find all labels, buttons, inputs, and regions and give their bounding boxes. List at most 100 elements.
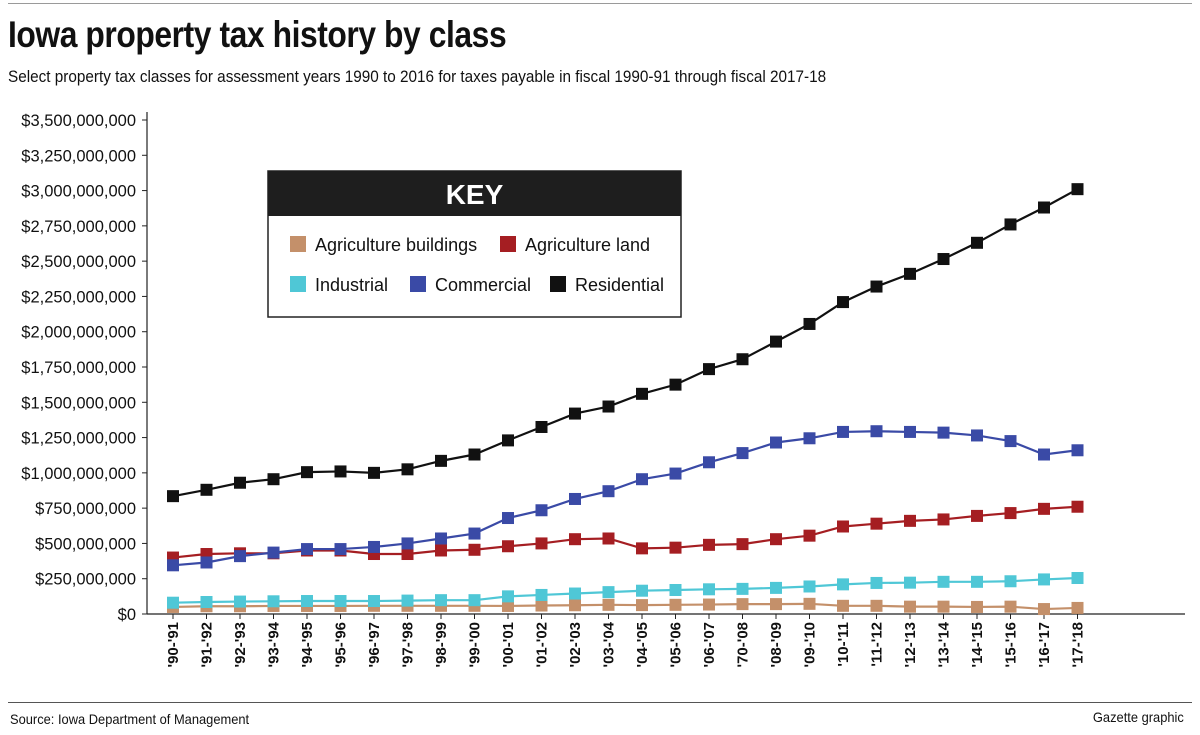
data-point-residential	[971, 236, 983, 249]
data-point-residential	[468, 448, 481, 461]
data-point-commercial	[904, 425, 916, 438]
y-tick-label: $0	[118, 606, 136, 624]
y-tick-label: $500,000,000	[35, 535, 136, 553]
x-tick-label: '97-'98	[400, 622, 417, 668]
y-tick-label: $2,750,000,000	[21, 218, 136, 236]
data-point-residential	[267, 473, 280, 486]
data-point-agriculture-land	[770, 533, 782, 546]
data-point-industrial	[803, 580, 816, 593]
series-line-industrial	[172, 576, 1078, 604]
series-layer	[167, 183, 1084, 616]
data-point-commercial	[971, 429, 983, 442]
data-point-agriculture-buildings	[1071, 601, 1084, 614]
data-point-commercial	[167, 559, 179, 572]
credit-note: Gazette graphic	[1093, 709, 1184, 725]
data-point-commercial	[234, 550, 246, 563]
x-tick-label: '70-'08	[735, 622, 752, 668]
data-point-residential	[602, 400, 615, 413]
y-tick-label: $2,000,000,000	[21, 324, 136, 342]
data-point-agriculture-land	[569, 533, 581, 546]
data-point-industrial	[636, 584, 648, 597]
legend-title: KEY	[446, 179, 504, 210]
data-point-agriculture-land	[703, 538, 715, 551]
data-point-commercial	[736, 447, 749, 460]
x-tick-label: '92-'93	[232, 622, 249, 668]
series-residential	[167, 183, 1084, 503]
data-point-agriculture-buildings	[770, 598, 782, 611]
chart: $0 $250,000,000 $500,000,000 $750,000,000 $1…	[21, 112, 1185, 668]
data-point-agriculture-land	[870, 517, 883, 530]
data-point-commercial	[602, 485, 615, 498]
y-tick-label: $1,500,000,000	[21, 394, 136, 412]
x-tick-label: '15-'16	[1003, 622, 1020, 668]
y-tick-label: $1,750,000,000	[21, 359, 136, 377]
x-tick-label: '02-'03	[567, 622, 584, 668]
data-point-residential	[535, 420, 548, 433]
data-point-industrial	[904, 576, 916, 589]
x-tick-label: '06-'07	[701, 622, 718, 668]
data-point-agriculture-buildings	[1038, 603, 1050, 616]
data-point-commercial	[535, 504, 548, 517]
x-tick-label: '08-'09	[768, 622, 785, 668]
data-point-industrial	[435, 594, 447, 607]
x-tick-label: '16-'17	[1036, 622, 1053, 668]
y-tick-label: $250,000,000	[35, 571, 136, 589]
data-point-agriculture-buildings	[636, 599, 648, 612]
data-point-residential	[937, 253, 950, 266]
x-tick-label: '14-'15	[969, 622, 986, 668]
data-point-residential	[569, 407, 581, 420]
x-tick-label: '94-'95	[299, 622, 316, 668]
y-tick-label: $1,000,000,000	[21, 465, 136, 483]
legend-header	[268, 171, 681, 216]
x-tick-label: '17-'18	[1070, 622, 1087, 668]
data-point-agriculture-buildings	[669, 598, 682, 611]
data-point-commercial	[1004, 435, 1017, 448]
data-point-industrial	[267, 595, 280, 608]
series-line-agriculture-buildings	[172, 602, 1078, 611]
series-commercial	[167, 425, 1084, 572]
data-point-commercial	[569, 492, 581, 505]
data-point-industrial	[1004, 575, 1017, 588]
data-point-agriculture-land	[837, 520, 849, 533]
legend-label-agriculture-buildings: Agriculture buildings	[315, 235, 477, 255]
legend-swatch-commercial	[410, 276, 426, 292]
x-tick-label: '01-'02	[534, 622, 551, 668]
data-point-agriculture-land	[1004, 507, 1017, 520]
data-point-residential	[803, 317, 816, 330]
x-tick-label: '00-'01	[500, 622, 517, 668]
data-point-commercial	[803, 432, 816, 445]
data-point-commercial	[669, 467, 682, 480]
data-point-agriculture-land	[904, 514, 916, 527]
data-point-residential	[837, 296, 849, 309]
x-tick-label: '12-'13	[902, 622, 919, 668]
legend-swatch-residential	[550, 276, 566, 292]
x-axis: '90-'91 '91-'92 '92-'93 '93-'94 '94-'95 '95-'…	[147, 613, 1185, 668]
data-point-commercial	[770, 436, 782, 449]
data-point-agriculture-land	[736, 538, 749, 551]
data-point-industrial	[468, 594, 481, 607]
legend: KEY Agriculture buildings Agriculture land…	[267, 170, 682, 318]
data-point-commercial	[301, 543, 313, 556]
y-axis: $0 $250,000,000 $500,000,000 $750,000,000 $1…	[21, 112, 148, 624]
data-point-industrial	[368, 595, 380, 608]
data-point-residential	[703, 363, 715, 376]
data-point-industrial	[971, 575, 983, 588]
data-point-agriculture-land	[435, 544, 447, 557]
data-point-agriculture-buildings	[502, 599, 514, 612]
bottom-rule	[8, 702, 1192, 703]
x-tick-label: '99-'00	[467, 622, 484, 668]
data-point-agriculture-buildings	[535, 599, 548, 612]
data-point-residential	[870, 280, 883, 293]
data-point-residential	[1038, 201, 1050, 214]
series-industrial	[167, 572, 1084, 609]
x-tick-label: '95-'96	[333, 622, 350, 668]
legend-label-commercial: Commercial	[435, 275, 531, 295]
data-point-residential	[435, 454, 447, 467]
legend-label-industrial: Industrial	[315, 275, 388, 295]
x-tick-label: '03-'04	[601, 621, 618, 667]
data-point-industrial	[401, 594, 414, 607]
data-point-industrial	[334, 595, 347, 608]
data-point-industrial	[200, 596, 213, 609]
data-point-industrial	[535, 588, 548, 601]
x-tick-label: '09-'10	[802, 622, 819, 668]
